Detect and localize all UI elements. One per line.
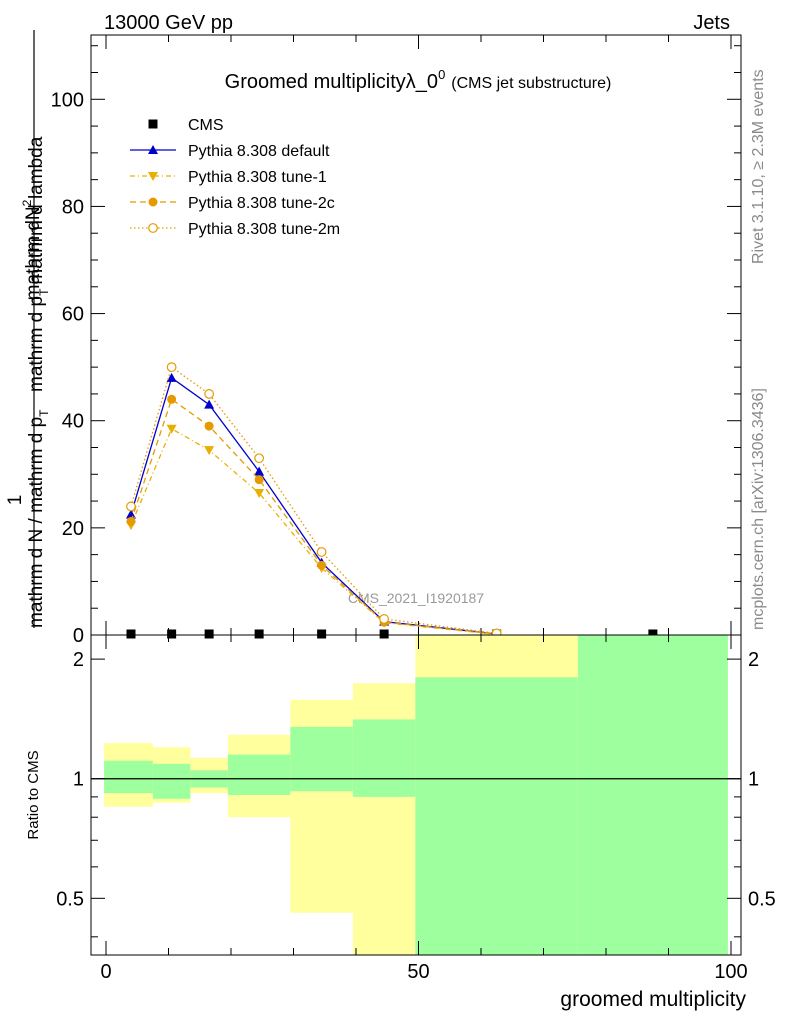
ratio-y-tick-label: 0.5 — [56, 888, 84, 910]
y-label-denominator-lower: mathrm d N / mathrm d pT — [26, 409, 51, 628]
ratio-ticks — [91, 635, 741, 955]
ratio-y-axis-label: Ratio to CMS — [25, 750, 42, 839]
y-label-numerator-sup: 2 — [20, 199, 34, 206]
data-point-0 — [167, 629, 177, 639]
ratio-y-tick-label-right: 2 — [748, 649, 759, 671]
data-point-4 — [126, 501, 136, 512]
data-point-0 — [254, 629, 264, 639]
y-label-denom-text: mathrm d N / mathrm d p — [26, 417, 47, 628]
legend-marker-2 — [148, 172, 158, 181]
chart-subtitle: (CMS jet substructure) — [451, 75, 611, 92]
chart-title: Groomed multiplicityλ_00 (CMS jet substru… — [225, 67, 612, 93]
y-label-denom-sub: T — [37, 409, 51, 417]
data-point-2 — [254, 489, 265, 499]
data-point-0 — [648, 629, 658, 639]
data-point-4 — [379, 614, 390, 624]
x-tick-label: 100 — [714, 961, 747, 983]
y-label-denom-tail: mathrm d p — [26, 296, 47, 392]
data-point-1 — [126, 509, 136, 519]
x-tick-label: 50 — [407, 961, 429, 983]
data-point-3 — [167, 394, 177, 404]
data-point-1 — [166, 372, 177, 382]
ratio-panel: 0.5 0.5 1 1 2 2 0 50 100 Ratio to CMS groomed mu… — [25, 634, 776, 1011]
legend-marker-3 — [148, 197, 158, 207]
data-point-3 — [317, 560, 327, 570]
data-point-2 — [204, 446, 215, 456]
data-point-4 — [254, 453, 265, 464]
y-label-denominator-upper: mathrm d pTmathrm d lambda — [26, 136, 51, 392]
data-point-3 — [204, 421, 214, 431]
legend-entry-3: Pythia 8.308 tune-2c — [188, 195, 335, 212]
y-tick-label: 0 — [73, 625, 84, 647]
ratio-y-tick-label-right: 1 — [748, 769, 759, 791]
data-point-3 — [126, 516, 136, 526]
data-point-4 — [166, 362, 177, 373]
data-point-4 — [316, 547, 327, 557]
legend: CMS Pythia 8.308 default Pythia 8.308 tune… — [130, 117, 340, 238]
ratio-y-tick-label-right: 0.5 — [748, 888, 776, 910]
y-tick-label: 20 — [62, 518, 84, 540]
data-point-1 — [254, 466, 265, 476]
main-ticks — [91, 35, 741, 636]
y-tick-label: 100 — [51, 89, 84, 111]
data-point-4 — [204, 389, 215, 399]
data-point-2 — [166, 424, 177, 434]
y-label-prefix: 1 — [5, 495, 26, 506]
mcplots-label: mcplots.cern.ch [arXiv:1306.3436] — [750, 388, 767, 630]
x-tick-label: 0 — [100, 961, 111, 983]
rivet-version-label: Rivet 3.1.10, ≥ 2.3M events — [750, 69, 767, 264]
chart-title-sup: 0 — [438, 67, 445, 82]
y-label-denom-end: mathrm d lambda — [26, 136, 47, 284]
ratio-frame — [90, 634, 742, 956]
y-tick-label: 80 — [62, 196, 84, 218]
data-point-0 — [317, 629, 327, 639]
legend-marker-0 — [148, 119, 158, 129]
y-tick-label: 40 — [62, 411, 84, 433]
data-point-0 — [126, 629, 136, 639]
header-right-label: Jets — [693, 12, 730, 34]
analysis-watermark: CMS_2021_I1920187 — [348, 590, 484, 606]
band-inner-7 — [577, 635, 728, 955]
data-point-0 — [379, 629, 389, 639]
band-inner-5 — [352, 719, 416, 797]
data-point-1 — [204, 399, 215, 409]
x-axis-label: groomed multiplicity — [560, 988, 746, 1011]
legend-entry-2: Pythia 8.308 tune-1 — [188, 169, 327, 186]
data-point-3 — [254, 475, 264, 485]
header-left-label: 13000 GeV pp — [104, 12, 233, 34]
band-inner-4 — [290, 726, 353, 792]
band-inner-6 — [415, 677, 578, 955]
band-inner-3 — [227, 754, 291, 795]
chart-title-main: Groomed multiplicityλ_0 — [225, 71, 438, 93]
main-y-tick-labels: 0 20 40 60 80 100 — [51, 89, 84, 647]
band-inner-1 — [152, 763, 191, 799]
band-inner-0 — [104, 760, 153, 794]
ratio-bands — [104, 635, 728, 955]
legend-marker-1 — [148, 145, 158, 154]
legend-entry-0: CMS — [188, 117, 224, 134]
data-point-0 — [204, 629, 214, 639]
legend-entry-1: Pythia 8.308 default — [188, 143, 330, 160]
legend-entry-4: Pythia 8.308 tune-2m — [188, 221, 340, 238]
ratio-y-tick-label: 1 — [73, 769, 84, 791]
legend-marker-4 — [148, 223, 158, 233]
main-y-axis-label: 1 mathrm dN2 mathrm d pTmathrm d lambda … — [5, 30, 51, 628]
ratio-y-tick-label: 2 — [73, 649, 84, 671]
ratio-tick-labels: 0.5 0.5 1 1 2 2 0 50 100 — [56, 649, 776, 983]
y-tick-label: 60 — [62, 304, 84, 326]
y-label-denom-tail-sub: T — [37, 288, 51, 296]
